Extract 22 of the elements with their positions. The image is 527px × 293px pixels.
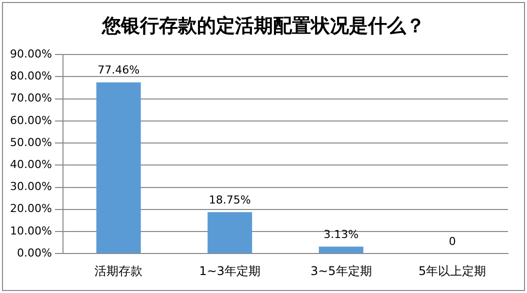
y-tick-label: 70.00% — [10, 92, 52, 105]
data-label: 18.75% — [208, 194, 251, 206]
y-tick-label: 0.00% — [16, 246, 52, 260]
bar — [318, 246, 364, 254]
bar — [96, 82, 141, 254]
y-tick-label: 10.00% — [10, 224, 52, 238]
y-tick-label: 50.00% — [10, 136, 52, 149]
x-tick-label: 3~5年定期 — [310, 264, 372, 278]
chart-title: 您银行存款的定活期配置状况是什么？ — [100, 14, 426, 39]
y-tick-label: 20.00% — [10, 202, 52, 216]
x-tick-label: 5年以上定期 — [418, 264, 486, 278]
x-tick-label: 1~3年定期 — [199, 264, 261, 278]
x-tick-label: 活期存款 — [94, 264, 143, 278]
y-tick-label: 80.00% — [10, 70, 52, 83]
data-label: 3.13% — [324, 228, 359, 242]
y-tick-label: 60.00% — [10, 114, 52, 127]
y-tick-label: 40.00% — [10, 158, 52, 172]
y-tick-label: 30.00% — [10, 180, 52, 194]
y-tick-label: 90.00% — [10, 47, 52, 60]
bar — [208, 212, 252, 254]
data-label: 0 — [448, 234, 456, 248]
data-label: 77.46% — [98, 64, 140, 77]
